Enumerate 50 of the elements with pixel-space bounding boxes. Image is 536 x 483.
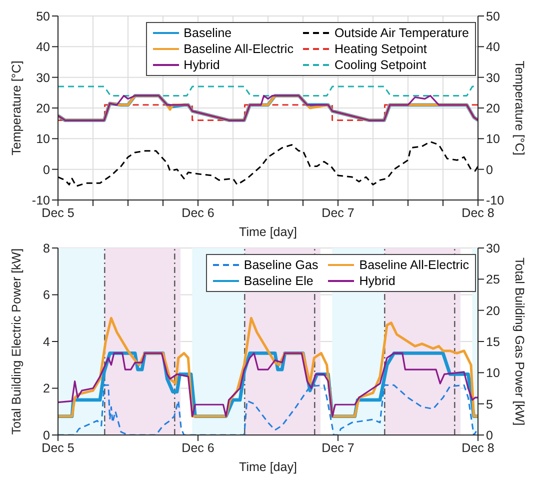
y2-tick-label: 10 bbox=[486, 132, 500, 146]
y2-tick-label: 25 bbox=[486, 272, 500, 287]
y-tick-label: 0 bbox=[43, 428, 50, 442]
y-tick-label: 10 bbox=[36, 132, 50, 146]
y2-tick-label: 15 bbox=[486, 334, 500, 349]
x-tick-label: Dec 6 bbox=[182, 206, 214, 220]
legend-label: Outside Air Temperature bbox=[334, 25, 469, 41]
y2-tick-label: -10 bbox=[486, 193, 504, 208]
y-tick-label: 2 bbox=[43, 382, 50, 396]
legend-label: Baseline Gas bbox=[244, 257, 318, 273]
legend-label: Heating Setpoint bbox=[334, 41, 427, 57]
legend-label: Baseline All-Electric bbox=[359, 257, 469, 273]
y2-tick-label: 20 bbox=[486, 101, 500, 116]
y2-tick-label: 30 bbox=[486, 70, 500, 85]
legend-label: Cooling Setpoint bbox=[334, 57, 426, 73]
y-tick-label: 6 bbox=[43, 288, 50, 302]
x-tick-label: Dec 5 bbox=[42, 206, 74, 220]
y2-axis-title: Temperature [°C] bbox=[512, 60, 527, 156]
y2-tick-label: 0 bbox=[486, 428, 493, 442]
y-tick-label: 0 bbox=[43, 162, 50, 177]
y-tick-label: 50 bbox=[36, 9, 50, 24]
y-tick-label: 40 bbox=[36, 40, 50, 54]
x-tick-label: Dec 7 bbox=[322, 440, 354, 455]
x-tick-label: Dec 5 bbox=[42, 440, 74, 455]
y-axis-title: Temperature [°C] bbox=[9, 60, 24, 156]
y2-tick-label: 50 bbox=[486, 9, 500, 24]
y-axis-title: Total Building Electric Power [kW] bbox=[9, 248, 24, 435]
y2-tick-label: 30 bbox=[486, 241, 500, 256]
y2-tick-label: 40 bbox=[486, 40, 500, 54]
y2-tick-label: 5 bbox=[486, 397, 493, 412]
y2-axis-title: Total Building Gas Power [kW] bbox=[512, 257, 527, 426]
y-tick-label: 20 bbox=[36, 101, 50, 116]
x-axis-title: Time [day] bbox=[239, 460, 297, 474]
legend-label: Hybrid bbox=[359, 273, 396, 289]
y-tick-label: 4 bbox=[43, 334, 50, 349]
x-tick-label: Dec 8 bbox=[462, 206, 494, 220]
legend-label: Baseline bbox=[184, 25, 232, 41]
y2-tick-label: 10 bbox=[486, 366, 500, 380]
y2-tick-label: 20 bbox=[486, 304, 500, 318]
y-tick-label: 8 bbox=[43, 241, 50, 256]
legend-label: Hybrid bbox=[184, 57, 220, 73]
x-tick-label: Dec 8 bbox=[462, 440, 494, 455]
x-axis-title: Time [day] bbox=[239, 225, 297, 239]
y2-tick-label: 0 bbox=[486, 162, 493, 177]
y-tick-label: 30 bbox=[36, 70, 50, 85]
y-tick-label: -10 bbox=[32, 193, 50, 208]
x-tick-label: Dec 6 bbox=[182, 440, 214, 455]
x-tick-label: Dec 7 bbox=[322, 206, 354, 220]
legend-label: Baseline Ele bbox=[244, 273, 314, 289]
legend-label: Baseline All-Electric bbox=[184, 41, 294, 57]
